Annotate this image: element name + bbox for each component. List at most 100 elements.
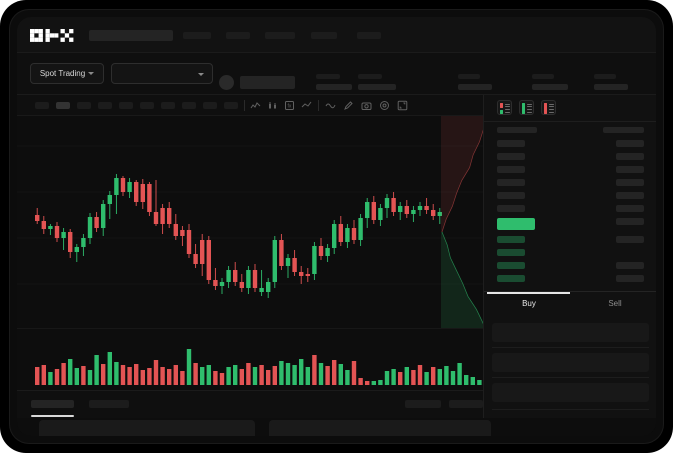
bottom-panel-right[interactable] — [269, 420, 491, 436]
stat-high-24h — [458, 74, 492, 90]
stat-low-24h — [532, 74, 568, 90]
spot-trading-selector[interactable]: Spot Trading — [30, 63, 104, 84]
candlestick-svg — [17, 145, 483, 298]
toolbar-divider — [244, 100, 245, 111]
wave-icon[interactable] — [325, 100, 336, 111]
nav-item-3[interactable] — [265, 32, 295, 39]
timeframe-10[interactable] — [224, 102, 238, 109]
orderbook-bid-row[interactable] — [497, 262, 525, 269]
stat-label — [458, 74, 480, 79]
orderbook-view-toggles — [497, 100, 556, 115]
orderbook-toggle-asks[interactable] — [541, 100, 556, 115]
orders-tab-bar — [17, 390, 483, 418]
stat-value — [358, 84, 396, 90]
orderbook-ask-row[interactable] — [497, 192, 525, 199]
timeframe-1[interactable] — [35, 102, 49, 109]
orderbook-and-order-form-panel: Buy Sell — [483, 95, 656, 436]
action-button-1[interactable] — [405, 400, 441, 408]
orderbook-amount-cell — [616, 262, 644, 269]
orderbook-ask-row[interactable] — [497, 153, 525, 160]
stat-change-24h — [358, 74, 396, 90]
active-tab-underline — [31, 415, 74, 417]
tab-buy[interactable]: Buy — [522, 299, 536, 308]
compare-icon[interactable] — [301, 100, 312, 111]
orderbook-amount-cell — [616, 236, 644, 243]
tab-order-history[interactable] — [89, 400, 129, 408]
amount-field[interactable] — [492, 383, 649, 402]
camera-icon[interactable] — [361, 100, 372, 111]
stat-value — [316, 84, 352, 90]
stat-last-price — [316, 74, 352, 90]
orderbook-amount-cell — [616, 179, 644, 186]
orderbook-amount-cell — [616, 275, 644, 282]
tab-open-orders[interactable] — [31, 400, 74, 408]
timeframe-6[interactable] — [140, 102, 154, 109]
nav-item-2[interactable] — [226, 32, 250, 39]
timeframe-9[interactable] — [203, 102, 217, 109]
orderbook-last-price — [497, 218, 535, 230]
nav-item-4[interactable] — [311, 32, 337, 39]
orderbook-amount-cell — [616, 153, 644, 160]
pencil-icon[interactable] — [343, 100, 354, 111]
stat-value — [532, 84, 568, 90]
orderbook-toggle-both[interactable] — [497, 100, 512, 115]
orderbook-amount-cell — [616, 218, 644, 225]
pair-name-label — [240, 76, 295, 89]
orderbook-ask-row[interactable] — [497, 166, 525, 173]
timeframe-4[interactable] — [98, 102, 112, 109]
candlestick-chart[interactable] — [17, 116, 483, 328]
stat-label — [594, 74, 616, 79]
settings-gear-icon[interactable] — [379, 100, 390, 111]
order-type-field[interactable] — [492, 323, 649, 342]
timeframe-3[interactable] — [77, 102, 91, 109]
timeframe-7[interactable] — [161, 102, 175, 109]
stat-value — [458, 84, 492, 90]
chevron-down-icon — [198, 73, 204, 76]
stat-volume-24h — [594, 74, 628, 90]
price-field[interactable] — [492, 353, 649, 372]
timeframe-5[interactable] — [119, 102, 133, 109]
orderbook-bid-row[interactable] — [497, 249, 525, 256]
candlestick-icon[interactable] — [267, 100, 278, 111]
nav-item-1[interactable] — [183, 32, 211, 39]
search-input[interactable] — [89, 30, 173, 41]
stat-label — [532, 74, 554, 79]
bottom-panel-strip — [17, 418, 656, 436]
stat-label — [358, 74, 382, 79]
fullscreen-icon[interactable] — [397, 100, 408, 111]
orderbook-header-left — [497, 127, 537, 133]
timeframe-8[interactable] — [182, 102, 196, 109]
form-divider — [492, 347, 649, 348]
nav-item-5[interactable] — [357, 32, 381, 39]
tab-sell[interactable]: Sell — [608, 299, 622, 308]
active-side-underline — [487, 292, 570, 294]
bottom-panel-left[interactable] — [39, 420, 255, 436]
toolbar-divider — [318, 100, 319, 111]
orderbook-bid-row[interactable] — [497, 275, 525, 282]
coin-avatar — [219, 75, 234, 90]
volume-svg — [35, 349, 482, 385]
indicator-icon[interactable]: fx — [284, 100, 295, 111]
svg-text:fx: fx — [288, 104, 292, 110]
form-divider — [492, 409, 649, 410]
orderbook-bid-row[interactable] — [497, 236, 525, 243]
orderbook-amount-cell — [616, 140, 644, 147]
form-divider — [492, 377, 649, 378]
trading-pair-selector[interactable] — [111, 63, 213, 84]
chart-toolbar: fx — [17, 95, 483, 116]
okx-logo-icon[interactable] — [30, 29, 74, 42]
line-chart-icon[interactable] — [250, 100, 261, 111]
orderbook-ask-row[interactable] — [497, 179, 525, 186]
timeframe-2[interactable] — [56, 102, 70, 109]
spot-trading-label: Spot Trading — [39, 69, 86, 78]
stat-value — [594, 84, 628, 90]
orderbook-toggle-bids[interactable] — [519, 100, 534, 115]
orderbook-ask-row[interactable] — [497, 140, 525, 147]
orderbook-amount-cell — [616, 166, 644, 173]
volume-histogram[interactable] — [17, 328, 483, 390]
action-button-2[interactable] — [449, 400, 483, 408]
orderbook-ask-row[interactable] — [497, 205, 525, 212]
stat-label — [316, 74, 340, 79]
okx-trading-app: Spot Trading — [17, 17, 656, 436]
